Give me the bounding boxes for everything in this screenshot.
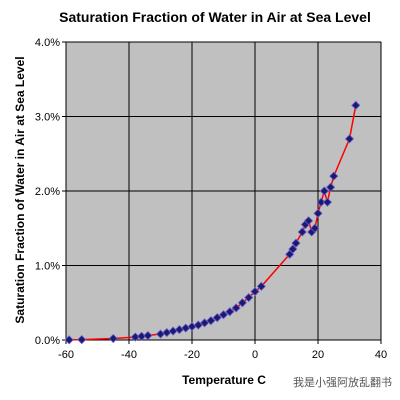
x-tick-label: 40 xyxy=(375,349,387,361)
x-tick-label: -40 xyxy=(121,349,137,361)
x-tick-label: 0 xyxy=(252,349,258,361)
data-point-marker xyxy=(77,335,87,345)
y-tick-label: 1.0% xyxy=(35,261,60,273)
data-point-marker xyxy=(319,186,329,196)
y-tick-label: 4.0% xyxy=(35,37,60,49)
data-point-marker xyxy=(250,287,260,297)
data-point-marker xyxy=(288,244,298,254)
data-point-marker xyxy=(322,197,333,207)
data-point-marker xyxy=(108,333,118,344)
data-point-marker xyxy=(225,307,235,317)
x-tick-label: -60 xyxy=(58,349,74,361)
x-axis-label: Temperature C xyxy=(182,373,266,387)
y-axis-label: Saturation Fraction of Water in Air at S… xyxy=(13,56,27,323)
chart-title: Saturation Fraction of Water in Air at S… xyxy=(59,9,371,25)
data-point-marker xyxy=(297,227,307,237)
y-tick-label: 0.0% xyxy=(35,335,60,347)
data-point-marker xyxy=(344,134,355,144)
x-tick-label: 20 xyxy=(312,349,324,361)
data-point-marker xyxy=(313,208,323,218)
data-point-marker xyxy=(291,238,301,248)
x-tick-labels: -60 -40 -20 0 20 40 xyxy=(58,349,387,361)
data-point-marker xyxy=(237,298,247,308)
x-tick-label: -20 xyxy=(184,349,200,361)
data-point-marker xyxy=(326,182,336,192)
watermark-text: 我是小强阿放乱翻书 xyxy=(293,375,392,389)
data-point-marker xyxy=(64,335,74,345)
y-tick-label: 2.0% xyxy=(35,186,60,198)
y-tick-label: 3.0% xyxy=(35,112,60,124)
data-point-marker xyxy=(206,316,216,326)
data-point-marker xyxy=(256,281,266,291)
data-point-marker xyxy=(212,313,222,323)
data-point-marker xyxy=(351,100,361,110)
data-point-marker xyxy=(244,292,254,303)
data-point-marker xyxy=(303,216,314,226)
data-point-marker xyxy=(310,223,320,233)
data-point-marker xyxy=(231,303,241,313)
data-point-marker xyxy=(143,330,153,341)
y-tick-labels: 0.0% 1.0% 2.0% 3.0% 4.0% xyxy=(35,37,60,347)
grid-lines xyxy=(62,41,382,344)
data-point-marker xyxy=(218,310,229,320)
data-point-marker xyxy=(329,171,339,181)
data-point-marker xyxy=(316,197,326,207)
data-markers xyxy=(64,100,361,345)
